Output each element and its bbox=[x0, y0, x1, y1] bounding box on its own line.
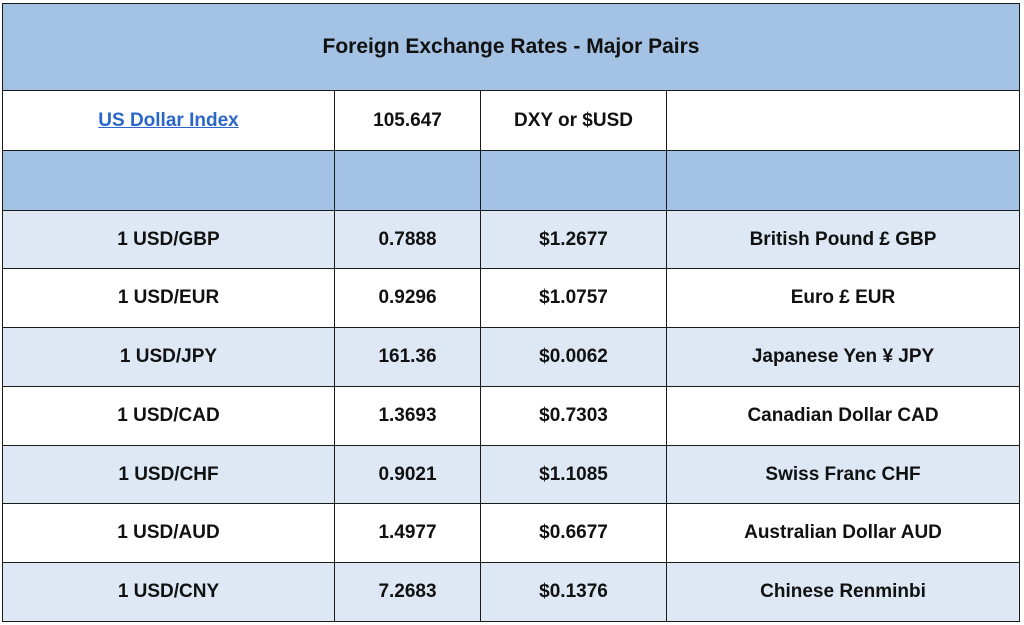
rate-cell: 0.9021 bbox=[334, 444, 481, 505]
pair-cell: 1 USD/GBP bbox=[2, 209, 335, 270]
currency-name-cell: Japanese Yen ¥ JPY bbox=[665, 327, 1021, 387]
pair-cell: 1 USD/AUD bbox=[2, 503, 335, 564]
table-row: 1 USD/GBP 0.7888 $1.2677 British Pound £… bbox=[2, 209, 1021, 270]
usd-value-cell: $0.6677 bbox=[480, 503, 667, 564]
usd-value-cell: $0.1376 bbox=[480, 562, 667, 622]
table-title: Foreign Exchange Rates - Major Pairs bbox=[1, 2, 1021, 92]
currency-name-cell: British Pound £ GBP bbox=[665, 209, 1021, 270]
currency-name-cell: Euro £ EUR bbox=[665, 268, 1021, 329]
rate-cell: 0.7888 bbox=[334, 209, 481, 270]
table-row: 1 USD/CAD 1.3693 $0.7303 Canadian Dollar… bbox=[2, 385, 1021, 446]
pair-cell: 1 USD/JPY bbox=[2, 327, 335, 387]
pair-cell: 1 USD/CNY bbox=[2, 562, 335, 622]
spacer-row bbox=[2, 149, 1021, 211]
rate-cell: 161.36 bbox=[334, 327, 481, 387]
dollar-index-row: US Dollar Index 105.647 DXY or $USD bbox=[2, 90, 1021, 151]
spacer-cell bbox=[2, 149, 335, 211]
usd-value-cell: $1.1085 bbox=[480, 444, 667, 505]
usd-value-cell: $0.0062 bbox=[480, 327, 667, 387]
currency-name-cell: Swiss Franc CHF bbox=[665, 444, 1021, 505]
dollar-index-extra bbox=[665, 90, 1021, 151]
pair-cell: 1 USD/EUR bbox=[2, 268, 335, 329]
spacer-cell bbox=[334, 149, 481, 211]
table-row: 1 USD/AUD 1.4977 $0.6677 Australian Doll… bbox=[2, 503, 1021, 564]
dollar-index-link[interactable]: US Dollar Index bbox=[98, 109, 239, 131]
rate-cell: 1.3693 bbox=[334, 385, 481, 446]
usd-value-cell: $0.7303 bbox=[480, 385, 667, 446]
currency-name-cell: Australian Dollar AUD bbox=[665, 503, 1021, 564]
dollar-index-value: 105.647 bbox=[334, 90, 481, 151]
rate-cell: 7.2683 bbox=[334, 562, 481, 622]
usd-value-cell: $1.2677 bbox=[480, 209, 667, 270]
table-row: 1 USD/JPY 161.36 $0.0062 Japanese Yen ¥ … bbox=[2, 327, 1021, 387]
title-row: Foreign Exchange Rates - Major Pairs bbox=[1, 2, 1021, 92]
table-row: 1 USD/EUR 0.9296 $1.0757 Euro £ EUR bbox=[2, 268, 1021, 329]
dollar-index-cell: US Dollar Index bbox=[2, 90, 335, 151]
spacer-cell bbox=[480, 149, 667, 211]
pair-cell: 1 USD/CAD bbox=[2, 385, 335, 446]
table-row: 1 USD/CHF 0.9021 $1.1085 Swiss Franc CHF bbox=[2, 444, 1021, 505]
rate-cell: 1.4977 bbox=[334, 503, 481, 564]
dollar-index-symbol: DXY or $USD bbox=[480, 90, 667, 151]
table-row: 1 USD/CNY 7.2683 $0.1376 Chinese Renminb… bbox=[2, 562, 1021, 622]
currency-name-cell: Canadian Dollar CAD bbox=[665, 385, 1021, 446]
rate-cell: 0.9296 bbox=[334, 268, 481, 329]
spacer-cell bbox=[665, 149, 1021, 211]
usd-value-cell: $1.0757 bbox=[480, 268, 667, 329]
pair-cell: 1 USD/CHF bbox=[2, 444, 335, 505]
currency-name-cell: Chinese Renminbi bbox=[665, 562, 1021, 622]
